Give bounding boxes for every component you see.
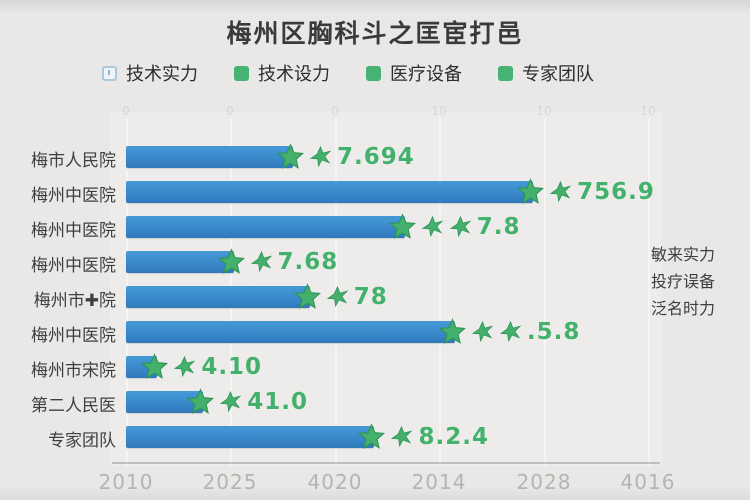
star-icon	[517, 178, 545, 204]
bar-annotation: 756.9	[517, 178, 655, 205]
legend-swatch-icon	[366, 65, 381, 81]
bar	[126, 426, 375, 448]
star-icon	[388, 213, 416, 239]
legend-swatch-icon	[498, 65, 513, 81]
star-icon	[358, 423, 386, 449]
legend-item-1[interactable]: 技术设力	[234, 60, 330, 86]
bar-value-label: 7.8	[476, 213, 521, 240]
star-icon	[141, 353, 169, 379]
bar-annotation: 78	[293, 283, 388, 310]
legend-item-0[interactable]: 技术实力	[102, 60, 198, 86]
top-tick-label: 10	[536, 104, 552, 118]
bar	[126, 286, 310, 308]
y-axis-label: 梅州中医院	[31, 186, 116, 206]
side-note-line: 泛名时力	[651, 299, 716, 318]
legend-swatch-icon	[102, 65, 117, 81]
top-tick-label: 10	[431, 104, 447, 118]
x-tick-label: 2028	[516, 470, 572, 494]
side-note-line: 敏来实力	[651, 245, 716, 264]
star-icon	[438, 318, 466, 344]
legend-label: 技术实力	[126, 64, 198, 85]
bar	[126, 391, 204, 413]
bar-annotation: 41.0	[187, 388, 308, 415]
y-axis-label: 梅州中医院	[31, 221, 116, 241]
gridline	[439, 118, 441, 466]
side-note: 敏来实力投疗误备泛名时力	[651, 241, 715, 322]
x-tick-label: 4020	[307, 470, 363, 494]
y-axis-label: 梅市人民院	[31, 151, 116, 171]
ribbon-icon	[449, 215, 472, 238]
y-axis-label: 梅州市宋院	[31, 361, 116, 381]
bar-value-label: 7.694	[337, 143, 415, 170]
ribbon-icon	[549, 180, 572, 203]
ribbon-icon	[421, 215, 444, 238]
star-icon	[277, 143, 305, 169]
bar-value-label: 8.2.4	[418, 423, 489, 450]
ribbon-icon	[471, 320, 494, 343]
legend-label: 医疗设备	[390, 64, 462, 85]
bar	[126, 251, 234, 273]
top-tick-label: 10	[640, 104, 656, 118]
bar	[126, 181, 534, 203]
x-axis-line	[112, 462, 660, 464]
bar	[126, 321, 455, 343]
legend-swatch-icon	[234, 65, 249, 81]
bar-value-label: 4.10	[201, 353, 263, 380]
ribbon-icon	[499, 320, 522, 343]
y-axis-label: 梅州中医院	[31, 256, 116, 276]
legend: 技术实力 技术设力 医疗设备 专家团队	[102, 60, 594, 86]
x-tick-label: 2010	[98, 470, 154, 494]
bar-annotation: 7.8	[388, 213, 521, 240]
x-tick-label: 2014	[411, 470, 467, 494]
gridline	[648, 118, 650, 466]
bar-value-label: 7.68	[277, 248, 339, 275]
chart-title: 梅州区胸科斗之匡宦打邑	[226, 19, 524, 48]
legend-item-3[interactable]: 专家团队	[498, 60, 594, 86]
bar-annotation: 7.68	[217, 248, 339, 275]
bar-value-label: 78	[353, 283, 388, 310]
bar-value-label: 41.0	[247, 388, 308, 415]
y-axis-label: 专家团队	[48, 431, 116, 451]
bar-annotation: 7.694	[277, 143, 415, 170]
x-tick-label: 2025	[202, 470, 258, 494]
ribbon-icon	[220, 390, 242, 413]
gridline	[544, 118, 546, 466]
star-icon	[217, 248, 245, 274]
ribbon-icon	[391, 425, 413, 448]
y-axis-label: 梅州市✚院	[33, 291, 116, 311]
bar-annotation: 4.10	[141, 353, 262, 380]
top-tick-label: 0	[331, 104, 339, 118]
legend-label: 专家团队	[522, 64, 594, 85]
y-axis-label: 梅州中医院	[31, 326, 116, 346]
top-tick-label: 0	[122, 104, 130, 118]
x-tick-label: 4016	[620, 470, 676, 494]
ribbon-icon	[174, 355, 196, 378]
bar-value-label: .5.8	[526, 318, 581, 345]
star-icon	[293, 283, 321, 309]
ribbon-icon	[309, 145, 332, 168]
star-icon	[187, 388, 215, 414]
top-tick-label: 0	[226, 104, 234, 118]
bar-annotation: .5.8	[438, 318, 581, 345]
bar-value-label: 756.9	[577, 178, 655, 205]
legend-item-2[interactable]: 医疗设备	[366, 60, 462, 86]
legend-label: 技术设力	[258, 64, 330, 85]
ribbon-icon	[326, 285, 349, 308]
ribbon-icon	[250, 250, 272, 273]
y-axis-label: 第二人民医	[31, 396, 116, 416]
side-note-line: 投疗误备	[651, 272, 716, 291]
bar-annotation: 8.2.4	[358, 423, 489, 450]
bar	[126, 216, 405, 238]
bar	[126, 146, 294, 168]
